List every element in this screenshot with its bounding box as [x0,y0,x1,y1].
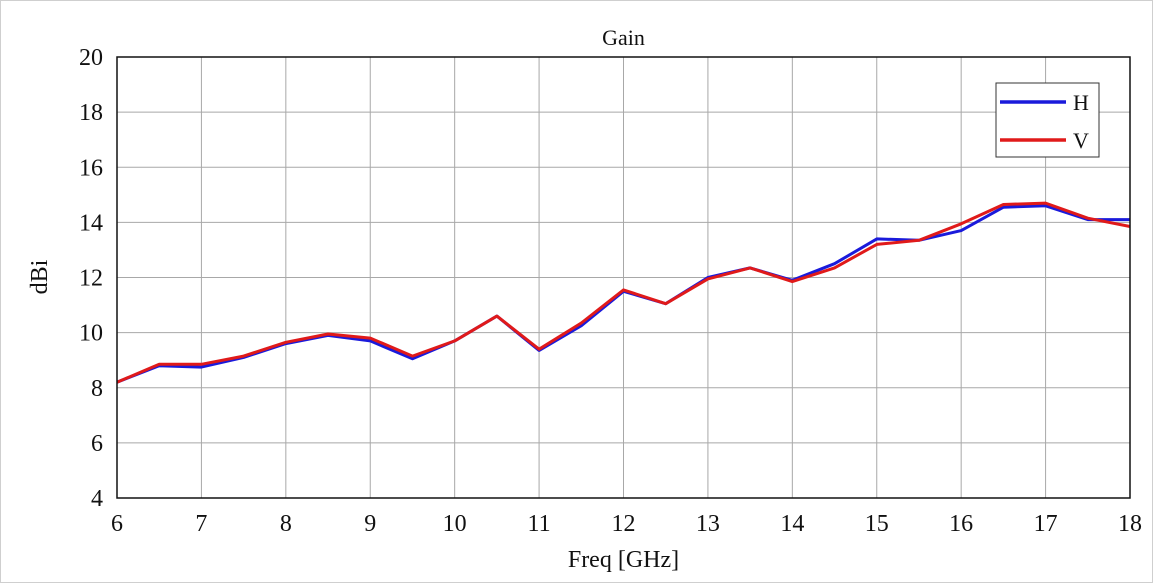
y-tick-label: 10 [79,321,103,347]
y-tick-label: 16 [79,155,103,181]
legend-label-v: V [1073,128,1089,153]
x-tick-label: 10 [443,511,467,537]
x-tick-label: 9 [364,511,376,537]
y-axis-label: dBi [27,259,53,294]
x-tick-label: 14 [780,511,804,537]
chart-title: Gain [602,25,645,50]
y-tick-label: 18 [79,100,103,126]
y-tick-label: 12 [79,266,103,292]
y-tick-label: 14 [79,210,103,236]
x-tick-label: 12 [612,511,636,537]
plot-area-frame [116,56,1131,499]
series-lines [116,201,1131,384]
legend-box [995,82,1100,158]
grid [116,56,1131,499]
y-tick-label: 20 [79,45,103,71]
x-tick-label: 13 [696,511,720,537]
x-tick-label: 16 [949,511,973,537]
x-tick-label: 11 [528,511,551,537]
x-tick-label: 15 [865,511,889,537]
x-tick-label: 17 [1034,511,1058,537]
x-tick-label: 18 [1118,511,1142,537]
legend: H V [995,82,1100,158]
series-line-v [116,201,1131,384]
y-tick-label: 4 [91,486,103,512]
x-tick-label: 7 [195,511,207,537]
y-tick-label: 6 [91,431,103,457]
x-tick-label: 6 [111,511,123,537]
x-tick-label: 8 [280,511,292,537]
x-axis-label: Freq [GHz] [568,547,679,573]
legend-label-h: H [1073,90,1089,115]
y-tick-label: 8 [91,376,103,402]
